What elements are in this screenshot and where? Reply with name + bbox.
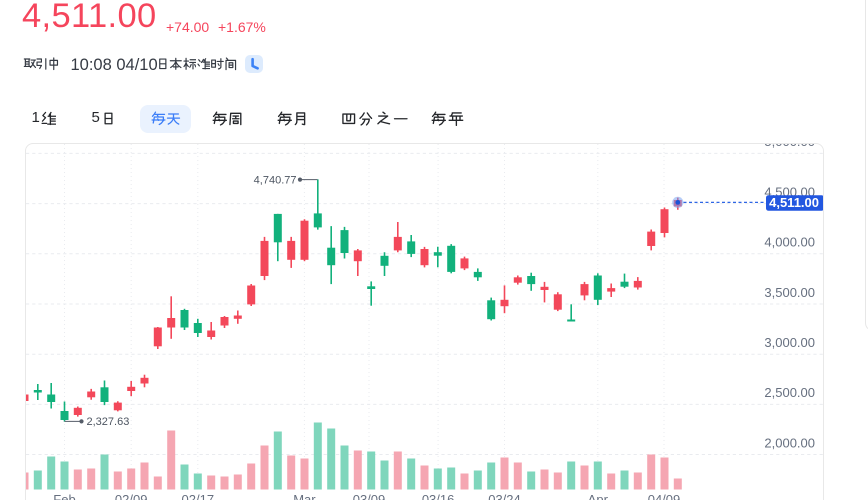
svg-text:4,000.00: 4,000.00 (764, 235, 815, 250)
svg-text:2,327.63: 2,327.63 (86, 416, 129, 428)
svg-text:2,000.00: 2,000.00 (764, 435, 815, 450)
svg-text:3,500.00: 3,500.00 (764, 285, 815, 300)
svg-text:Feb: Feb (53, 492, 75, 500)
svg-text:Mar: Mar (293, 492, 316, 500)
svg-text:3,000.00: 3,000.00 (764, 335, 815, 350)
svg-text:4,511.00: 4,511.00 (769, 195, 819, 210)
svg-text:04/09: 04/09 (647, 492, 680, 500)
svg-text:4,740.77: 4,740.77 (253, 174, 296, 186)
svg-text:02/09: 02/09 (114, 492, 147, 500)
svg-text:Apr: Apr (587, 492, 608, 500)
svg-text:03/09: 03/09 (352, 492, 385, 500)
svg-text:03/24: 03/24 (488, 492, 521, 500)
svg-text:5,000.00: 5,000.00 (764, 144, 815, 149)
svg-text:03/16: 03/16 (421, 492, 454, 500)
svg-text:2,500.00: 2,500.00 (764, 385, 815, 400)
svg-text:02/17: 02/17 (181, 492, 214, 500)
